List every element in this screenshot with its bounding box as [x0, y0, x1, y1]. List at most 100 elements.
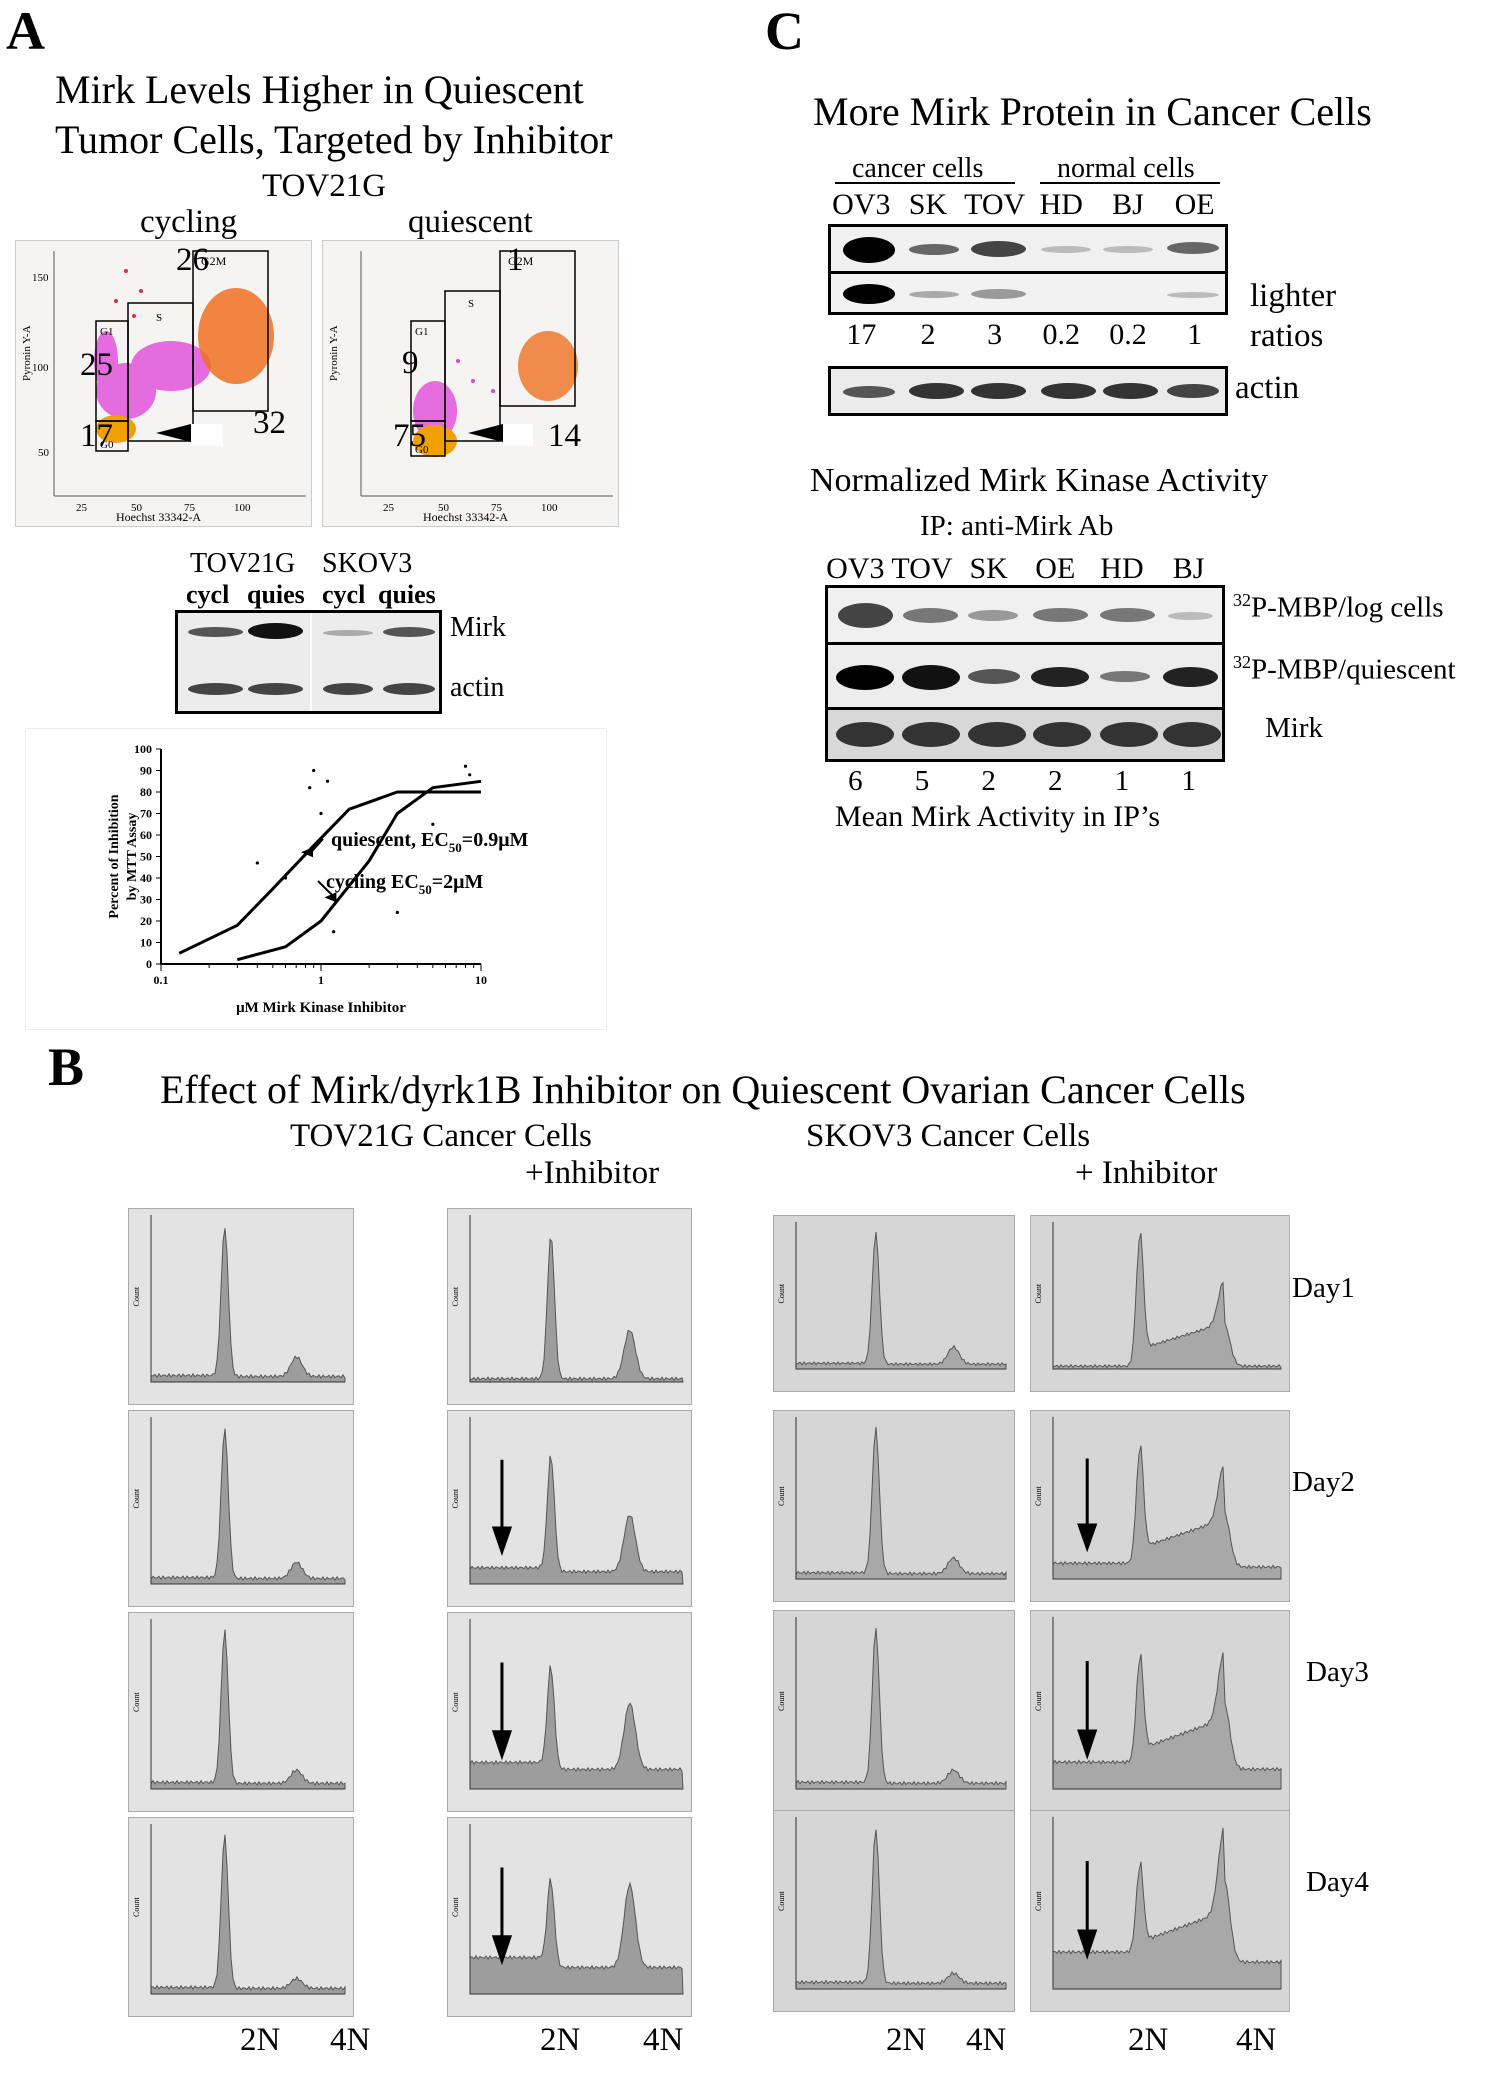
svg-text:100: 100	[32, 362, 49, 374]
blot-a-lane-4: quies	[378, 580, 436, 609]
y-tick-label: 20	[140, 914, 152, 928]
gate-g1-quiescent: G1	[415, 326, 428, 338]
histogram-day1-col1: Count	[128, 1208, 354, 1405]
y-tick-label: 100	[134, 742, 152, 756]
count-axis-label: Count	[777, 1691, 786, 1711]
day2-label: Day2	[1292, 1466, 1355, 1498]
arrow-icon	[324, 892, 337, 903]
count-axis-label: Count	[1034, 1283, 1043, 1303]
histogram-axes	[469, 1824, 683, 1995]
count-axis-label: Count	[132, 1692, 141, 1712]
svg-text:75: 75	[491, 502, 503, 514]
svg-text:50: 50	[438, 502, 450, 514]
flow-ylabel-quiescent: Pyronin Y-A	[328, 325, 340, 381]
blot-a-lane-1: cycl	[186, 580, 230, 609]
tov-4n-label: 4N	[330, 2022, 371, 2058]
histogram-axes	[469, 1619, 683, 1790]
blot-a	[175, 610, 442, 714]
data-point	[463, 764, 468, 768]
histogram-day1-col2: Count	[447, 1208, 692, 1405]
activity-value-2: 2	[981, 765, 996, 797]
arrow-icon	[468, 424, 503, 442]
activity-value-1: 5	[914, 765, 930, 797]
y-tick-label: 10	[140, 936, 152, 950]
histogram-day3-col2: Count	[447, 1612, 692, 1812]
ratio-value-2: 3	[987, 318, 1003, 351]
arrow-down-icon	[1077, 1861, 1098, 1960]
count-axis-label: Count	[132, 1286, 141, 1306]
dose-response-chart: 0 10 20 30 40 50 60 70 80 90 100 0.1 1 10 μM Mirk Kina…	[25, 728, 607, 1030]
data-point	[312, 768, 316, 773]
sk-2n-label: 2N	[886, 2022, 927, 2058]
data-point	[468, 773, 472, 777]
histogram-axes	[469, 1417, 683, 1585]
blot-c1-ratios: 17 2 3 0.2 0.2 1	[828, 318, 1228, 352]
blot-c1-lane-1: SK	[908, 188, 948, 221]
histogram-trace	[795, 1829, 1007, 1990]
flow-xlabel-cycling: Hoechst 33342-A	[116, 510, 201, 524]
activity-value-0: 6	[848, 765, 863, 797]
histogram-axes	[1052, 1417, 1281, 1580]
blot-c1-lane-4: BJ	[1112, 188, 1144, 221]
cycling-g2m-region-pct: 32	[253, 405, 286, 441]
count-axis-label: Count	[777, 1283, 786, 1303]
quiescent-label: quiescent	[408, 204, 533, 240]
histogram-trace	[1052, 1827, 1282, 1990]
flow-plot-quiescent: G2M S G1 G0 Pyronin Y-A Hoechst 33342-A …	[322, 240, 619, 527]
sk-title: SKOV3 Cancer Cells	[806, 1118, 1091, 1154]
histogram-axes	[150, 1824, 345, 1995]
cycling-g0-pct: 17	[80, 418, 113, 454]
y-tick-label: 90	[140, 764, 152, 778]
gate-g2m-quiescent: G2M	[508, 254, 534, 268]
flow-plot-cycling-svg: G2M S G1 G0 Pyronin Y-A Hoechst 33342-A …	[21, 250, 306, 524]
histogram-trace	[795, 1628, 1007, 1790]
histogram-day3-col4: Count	[1030, 1610, 1290, 1812]
histogram-axes	[1052, 1817, 1281, 1990]
svg-text:50: 50	[38, 447, 50, 459]
blot-c2-mirk	[825, 707, 1225, 762]
svg-text:75: 75	[184, 502, 196, 514]
blot-c1-lane-2: TOV	[964, 188, 1026, 221]
count-axis-label: Count	[132, 1897, 141, 1917]
histogram-trace	[469, 1665, 684, 1790]
histogram-trace	[150, 1834, 346, 1995]
sk-plus-inhibitor: + Inhibitor	[1075, 1155, 1218, 1191]
panel-c-letter: C	[765, 1, 804, 61]
data-point	[395, 910, 399, 914]
activity-value-4: 1	[1114, 765, 1130, 797]
row-mirk-label: Mirk	[1265, 712, 1323, 744]
ratio-value-4: 0.2	[1109, 318, 1147, 351]
count-axis-label: Count	[777, 1891, 786, 1911]
x-tick-label: 0.1	[154, 973, 169, 987]
histogram-trace	[150, 1428, 346, 1585]
blot-c2-lane-3: OE	[1035, 552, 1076, 585]
panel-b-letter: B	[48, 1037, 85, 1097]
isotope-sup: 32	[1233, 652, 1251, 672]
flow-plot-quiescent-svg: G2M S G1 G0 Pyronin Y-A Hoechst 33342-A …	[328, 250, 613, 524]
count-axis-label: Count	[132, 1488, 141, 1508]
curve-quiescent	[178, 790, 481, 955]
histogram-axes	[150, 1215, 345, 1383]
row-q-label: 32P-MBP/quiescent	[1233, 652, 1456, 687]
histogram-day4-col1: Count	[128, 1817, 354, 2017]
ratio-value-3: 0.2	[1042, 318, 1081, 351]
curve-cycling	[236, 779, 482, 962]
y-tick-label: 0	[146, 957, 152, 971]
data-point	[332, 930, 336, 934]
histogram-day2-col4: Count	[1030, 1410, 1290, 1602]
ip-label: IP: anti-Mirk Ab	[920, 510, 1114, 542]
histogram-day4-col3: Count	[773, 1810, 1015, 2012]
y-tick-label: 70	[140, 807, 152, 821]
histogram-axes	[150, 1619, 345, 1790]
x-tick-label: 1	[318, 973, 324, 987]
svg-text:25: 25	[76, 502, 88, 514]
gate-s-quiescent: S	[468, 298, 474, 310]
arrow-icon	[156, 424, 191, 442]
svg-text:100: 100	[234, 502, 251, 514]
histogram-day1-col4: Count	[1030, 1215, 1290, 1392]
count-axis-label: Count	[451, 1897, 460, 1917]
gate-g1-cycling: G1	[100, 326, 113, 338]
data-point	[255, 861, 259, 865]
blot-c1-lane-3: HD	[1039, 188, 1083, 221]
panel-c-title2: Normalized Mirk Kinase Activity	[810, 462, 1268, 499]
